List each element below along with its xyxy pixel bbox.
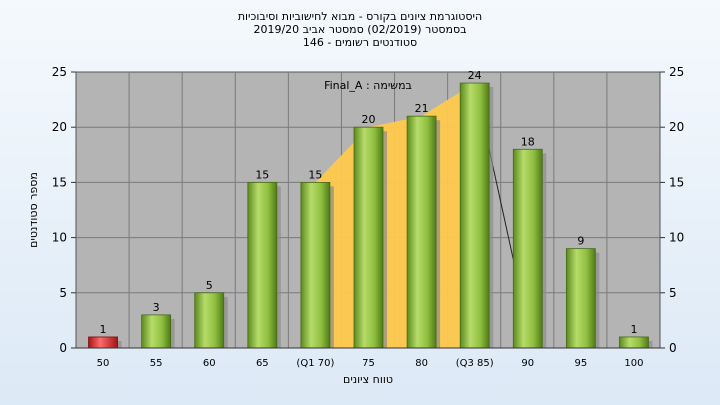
x-tick-label: 55 [150, 358, 163, 369]
bar-100 [619, 336, 649, 349]
bar-55 [141, 314, 172, 349]
x-tick-label: 50 [97, 358, 110, 369]
data-label: 9 [577, 235, 584, 248]
x-tick-label: 75 [362, 358, 375, 369]
y-tick-label-left: 0 [59, 341, 67, 355]
y-tick-label-left: 15 [52, 175, 67, 189]
data-label: 3 [153, 301, 160, 314]
x-tick-label: 100 [624, 358, 643, 369]
y-axis-left: 0 5 10 15 20 25 [52, 65, 76, 355]
y-tick-label-right: 25 [669, 65, 684, 79]
y-axis-right: 0 5 10 15 20 25 [660, 65, 684, 355]
data-label: 15 [255, 168, 269, 181]
y-tick-label-right: 10 [669, 231, 684, 245]
x-tick-label: (Q3 85) [456, 358, 494, 369]
x-axis-title: טווח ציונים [343, 373, 393, 386]
chart-title-line-3: סטודנטים רשומים - 146 [302, 36, 418, 49]
chart-title: היסטוגרמת ציונים בקורס - מבוא לחישוביות … [0, 10, 720, 49]
quartile-band-area [300, 83, 490, 348]
data-label: 18 [521, 135, 535, 148]
chart-title-line-1: היסטוגרמת ציונים בקורס - מבוא לחישוביות … [237, 10, 483, 23]
bar-50 [88, 336, 118, 349]
data-label: 20 [362, 113, 376, 126]
x-tick-label: 95 [574, 358, 587, 369]
data-label: 21 [415, 102, 429, 115]
y-tick-label-left: 5 [59, 286, 67, 300]
bar-75 [353, 126, 384, 349]
bar-65 [247, 181, 278, 349]
bar-90 [512, 148, 543, 349]
y-tick-label-right: 15 [669, 175, 684, 189]
bar-80 [406, 115, 437, 349]
bar-series [88, 82, 653, 349]
chart-title-line-2: בסמסטר (02/2019) סמסטר אביב 2019/20 [253, 23, 467, 36]
y-tick-label-right: 20 [669, 120, 684, 134]
y-tick-label-right: 0 [669, 341, 677, 355]
bar-60 [194, 292, 225, 349]
x-tick-label: 90 [521, 358, 534, 369]
chart-annotation: במשימה : Final_A [324, 79, 412, 92]
data-label: 5 [206, 279, 213, 292]
data-label: 1 [100, 323, 107, 336]
y-tick-label-left: 10 [52, 231, 67, 245]
x-tick-label: 65 [256, 358, 269, 369]
y-axis-title: מספר סטודנטים [27, 172, 40, 248]
x-tick-label: 80 [415, 358, 428, 369]
data-label: 1 [630, 323, 637, 336]
y-tick-label-left: 20 [52, 120, 67, 134]
x-tick-label: (Q1 70) [296, 358, 334, 369]
bar-Q170 [300, 181, 331, 349]
data-label: 24 [468, 69, 482, 82]
x-axis: 50 55 60 65 (Q1 70) 75 80 (Q3 85) 90 95 100 [76, 347, 660, 369]
bar-Q385 [459, 82, 490, 349]
bar-95 [565, 248, 596, 349]
data-labels: 1 3 5 15 15 20 21 24 18 9 1 [100, 69, 638, 336]
x-tick-label: 60 [203, 358, 216, 369]
y-tick-label-left: 25 [52, 65, 67, 79]
y-tick-label-right: 5 [669, 286, 677, 300]
data-label: 15 [308, 168, 322, 181]
